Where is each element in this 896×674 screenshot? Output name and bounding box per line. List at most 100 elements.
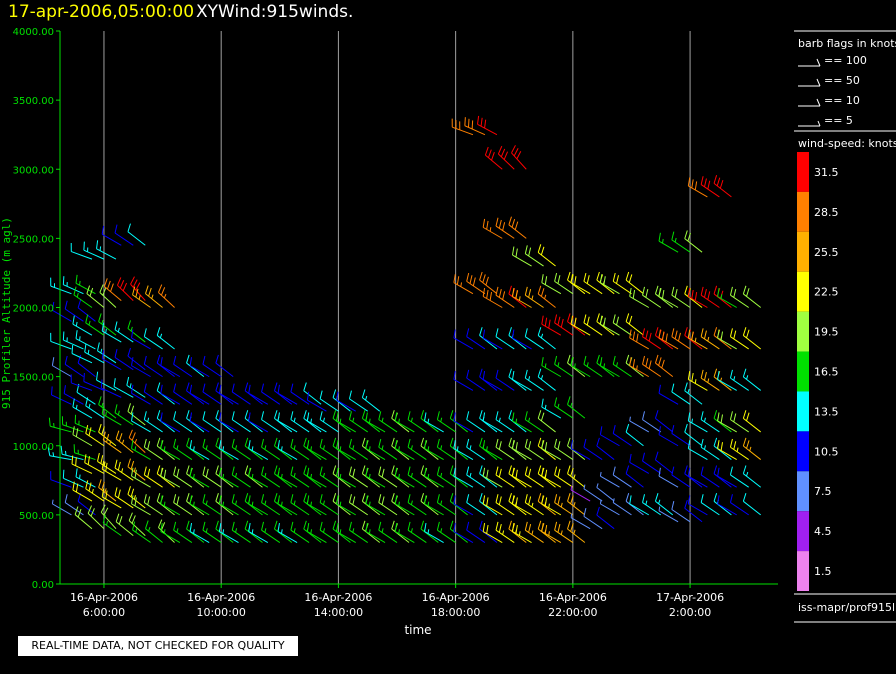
- wind-barb: [420, 520, 439, 543]
- wind-barb: [158, 284, 175, 308]
- wind-barb: [407, 494, 427, 516]
- barb-legend-entries: == 100 == 50 == 10 == 5: [798, 54, 867, 127]
- wind-barb: [554, 466, 574, 488]
- wind-barb: [508, 368, 527, 391]
- wind-barb: [244, 437, 263, 460]
- wind-barb: [729, 411, 749, 433]
- wind-barb: [407, 411, 427, 433]
- wind-barb: [466, 438, 486, 460]
- wind-barb: [658, 232, 679, 253]
- wind-barb: [306, 412, 327, 433]
- speed-swatch: [797, 551, 809, 591]
- wind-barb: [186, 382, 205, 405]
- wind-barb: [671, 286, 691, 308]
- wind-barb: [658, 506, 679, 523]
- wind-barb: [671, 425, 691, 447]
- wind-barb: [332, 389, 351, 412]
- wind-barb: [261, 466, 281, 488]
- wind-barb: [654, 354, 674, 378]
- wind-barb: [336, 440, 356, 461]
- wind-barb: [537, 285, 556, 308]
- wind-barb: [599, 274, 620, 295]
- wind-barb: [541, 274, 562, 295]
- wind-barb: [74, 506, 93, 530]
- wind-barb: [218, 384, 239, 405]
- wind-barb: [524, 466, 544, 488]
- wind-barb: [554, 397, 574, 419]
- wind-barb: [449, 493, 468, 516]
- wind-barb: [77, 354, 96, 378]
- x-tick-time: 6:00:00: [83, 606, 125, 619]
- wind-barb: [189, 440, 210, 461]
- wind-barb: [482, 523, 503, 543]
- wind-barb: [114, 321, 134, 343]
- wind-barb: [98, 313, 117, 336]
- x-tick-time: 22:00:00: [548, 606, 597, 619]
- wind-barb: [537, 327, 556, 350]
- wind-barb: [62, 469, 84, 488]
- wind-barb: [85, 314, 105, 336]
- wind-barb: [303, 410, 322, 433]
- wind-barb: [629, 453, 650, 474]
- wind-barb: [420, 437, 439, 460]
- wind-barb: [729, 286, 749, 308]
- wind-barb: [215, 520, 234, 543]
- wind-barb: [537, 465, 556, 488]
- wind-barb: [261, 383, 281, 405]
- wind-barb: [202, 383, 222, 405]
- speed-label: 1.5: [814, 565, 832, 578]
- wind-barb: [612, 314, 632, 336]
- wind-barb: [466, 466, 486, 488]
- x-tick-date: 16-Apr-2006: [70, 591, 138, 604]
- wind-barb: [127, 320, 146, 343]
- wind-barb: [567, 437, 586, 460]
- y-tick-label: 1500.00: [13, 373, 54, 384]
- wind-barb: [160, 523, 181, 543]
- wind-barb: [378, 466, 398, 488]
- wind-barb: [570, 513, 591, 530]
- wind-barb: [717, 467, 737, 488]
- wind-barb: [567, 493, 586, 516]
- wind-barb: [687, 287, 708, 308]
- wind-barb: [729, 466, 749, 488]
- wind-barb: [629, 357, 650, 378]
- wind-barb: [541, 315, 562, 336]
- wind-barb: [114, 487, 134, 509]
- wind-barb: [671, 383, 691, 405]
- quality-warning: REAL-TIME DATA, NOT CHECKED FOR QUALITY: [18, 636, 298, 656]
- y-tick-label: 2000.00: [13, 304, 54, 315]
- wind-barb: [479, 437, 498, 460]
- barb-legend-title: barb flags in knots: [798, 37, 896, 50]
- wind-barb: [62, 276, 84, 295]
- wind-barb: [479, 410, 498, 433]
- wind-barb: [277, 523, 298, 543]
- wind-barb: [114, 404, 134, 426]
- wind-barb: [173, 494, 193, 516]
- wind-barb: [424, 467, 444, 488]
- wind-barb: [202, 355, 222, 378]
- wind-barb: [378, 438, 398, 460]
- wind-barb: [319, 494, 339, 516]
- wind-barb: [541, 467, 562, 488]
- wind-barb: [713, 465, 732, 488]
- wind-barb: [50, 471, 72, 488]
- wind-barb: [378, 494, 398, 516]
- wind-barb: [477, 115, 498, 136]
- wind-barb: [189, 495, 210, 516]
- wind-barb: [508, 520, 527, 543]
- wind-barb: [612, 272, 632, 295]
- wind-barb: [127, 403, 146, 426]
- wind-barb: [436, 521, 456, 543]
- wind-barb: [248, 384, 269, 405]
- wind-barb: [524, 369, 544, 391]
- wind-barb: [101, 350, 122, 371]
- wind-barb: [596, 271, 615, 295]
- wind-barb: [729, 494, 749, 516]
- wind-barb: [332, 437, 351, 460]
- wind-barb: [319, 438, 339, 460]
- wind-barb: [541, 495, 562, 516]
- wind-barbs: [47, 115, 762, 543]
- wind-barb: [248, 440, 269, 461]
- wind-barb: [599, 315, 620, 336]
- wind-barb: [684, 465, 703, 488]
